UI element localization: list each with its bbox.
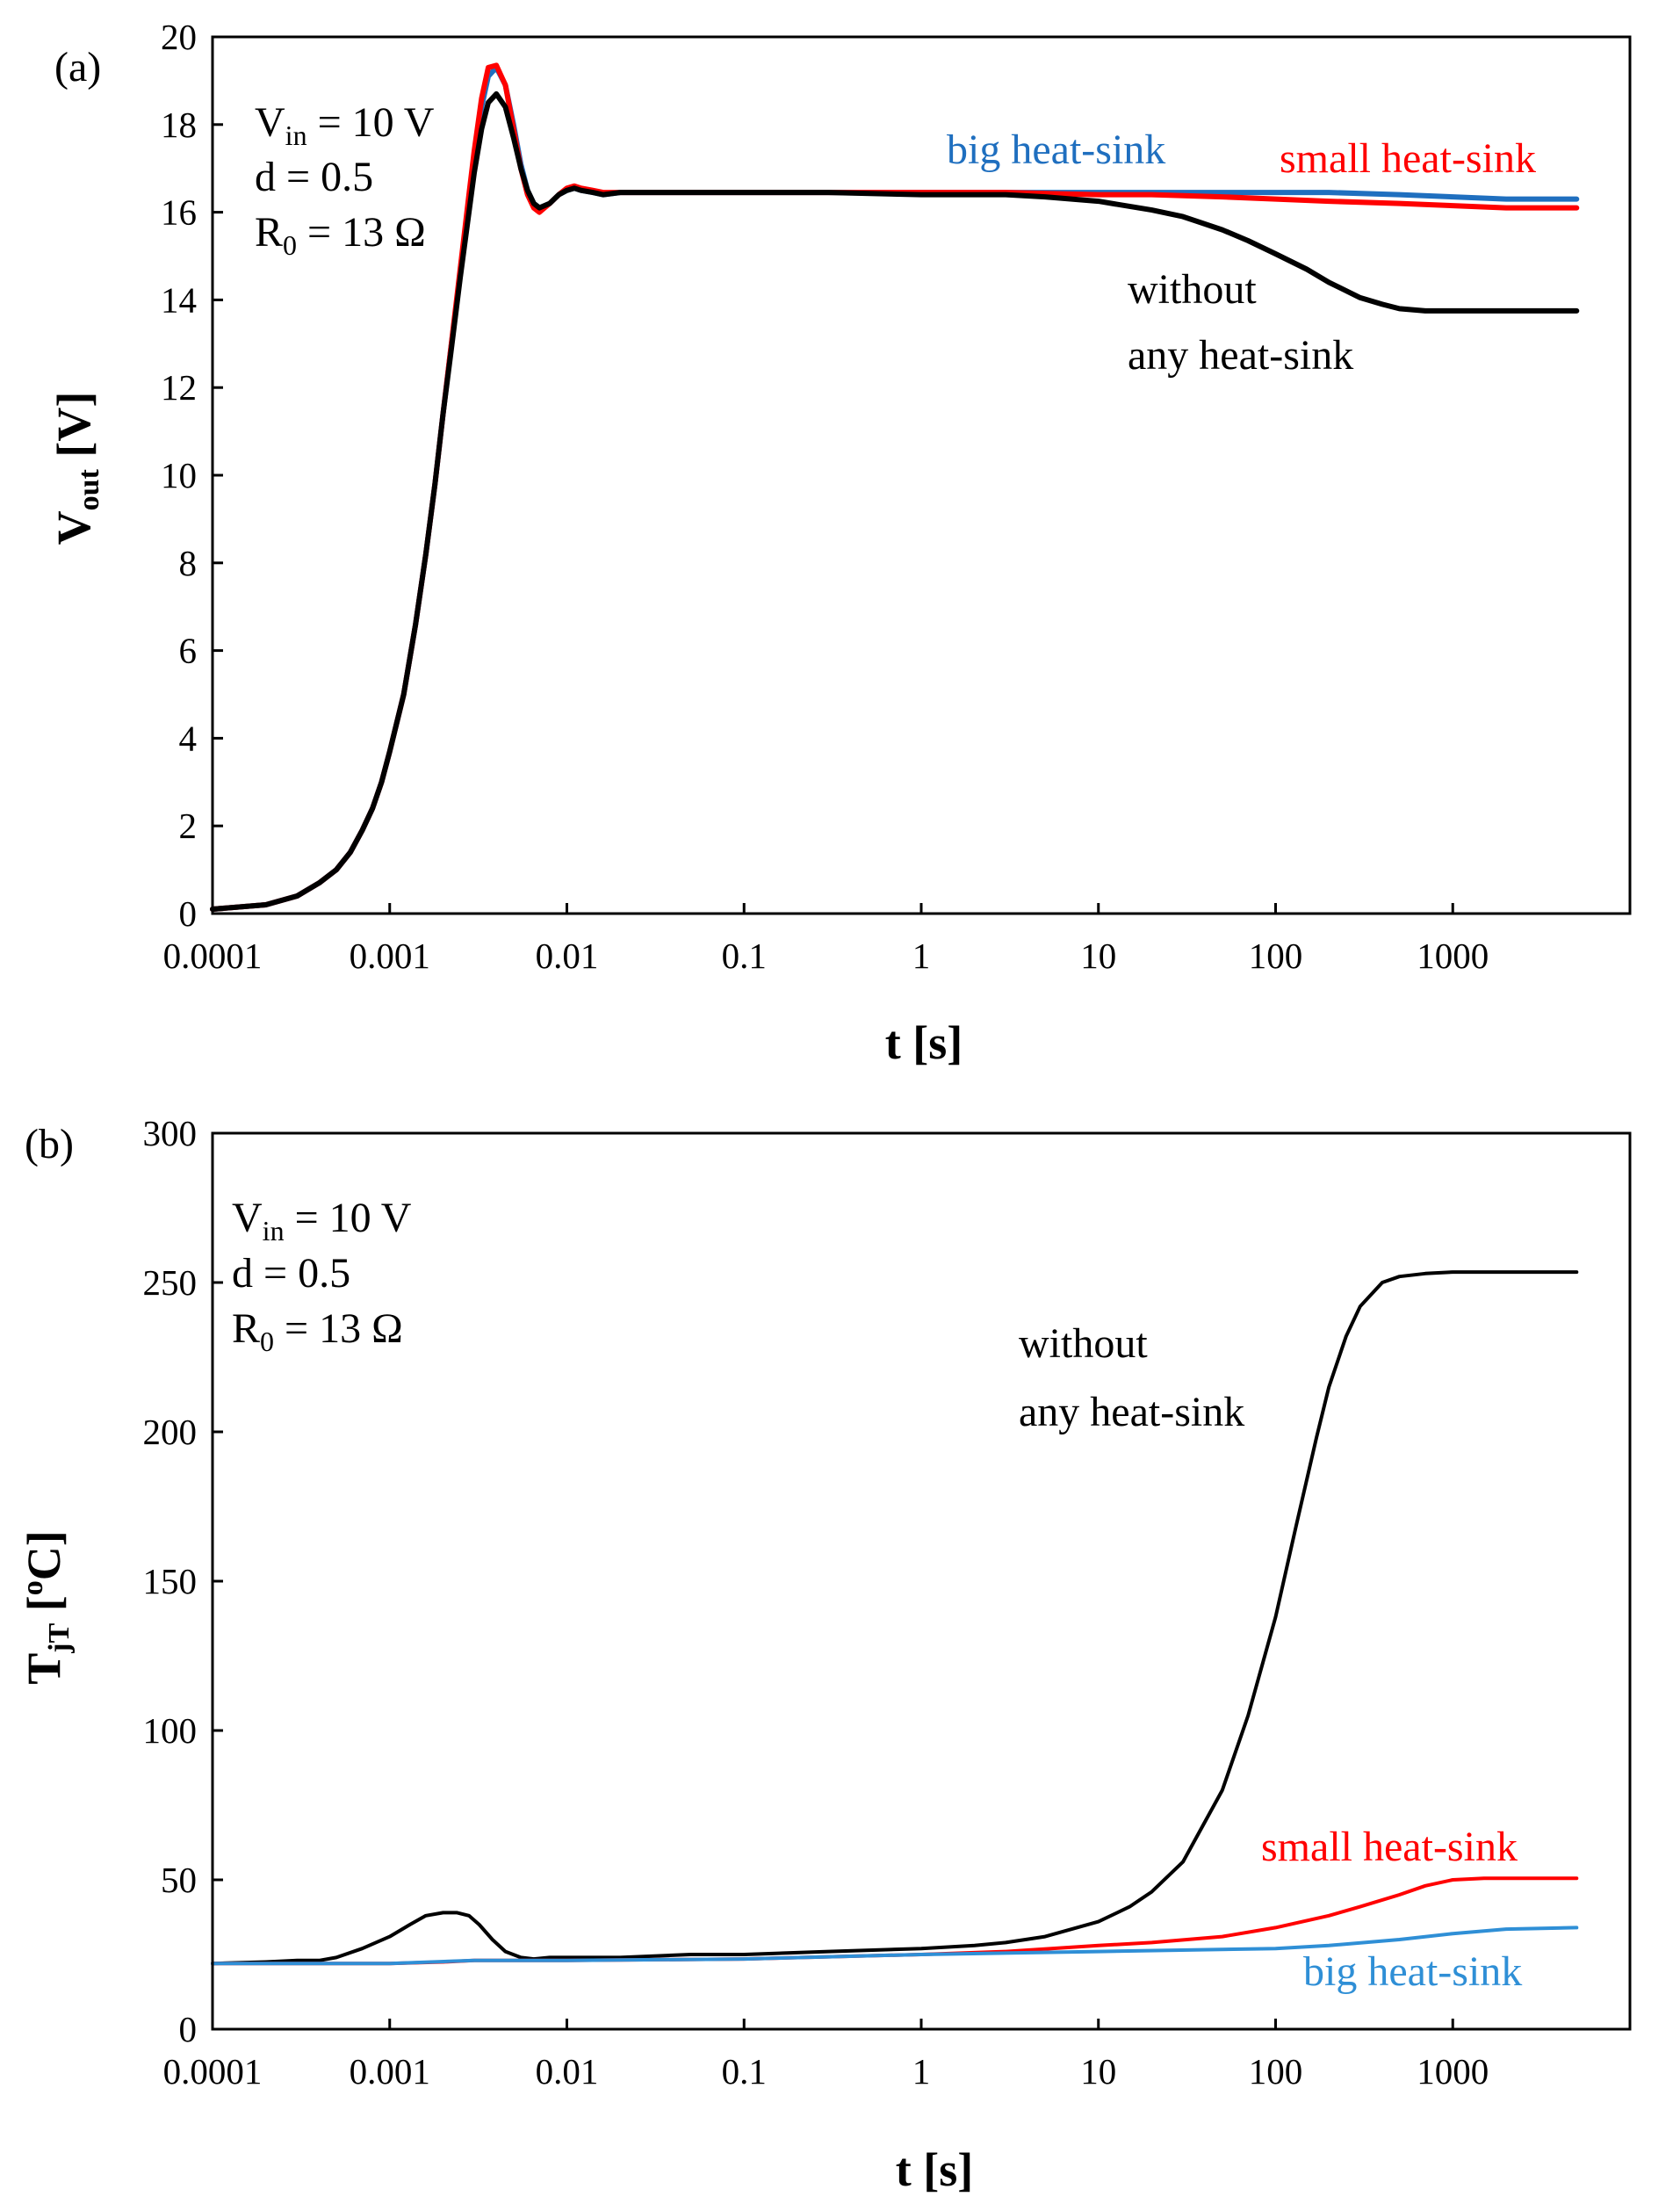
- panel-b-temperature-chart: (b) 0 50 100 150 200 250 300 0.0001 0.001 0.01 0.1…: [17, 1113, 1632, 2196]
- panel-b-x-axis-title: t [s]: [896, 2143, 973, 2196]
- panel-b-ytick-label: 0: [179, 2009, 198, 2049]
- panel-a-ytick-label: 14: [161, 279, 197, 320]
- panel-b-ytick-label: 150: [143, 1561, 198, 1601]
- panel-a-xtick-label: 10: [1080, 936, 1116, 976]
- panel-a-ytick-label: 4: [179, 718, 198, 758]
- panel-a-xtick-label: 1: [912, 936, 931, 976]
- panel-b-xtick-label: 0.01: [536, 2051, 599, 2092]
- panel-a-ylabel-main: V: [47, 510, 100, 545]
- panel-a-ytick-label: 12: [161, 367, 197, 408]
- panel-b-series-without-any-heat-sink: [211, 1270, 1579, 1966]
- panel-b-annotation-d: d = 0.5: [232, 1250, 350, 1297]
- panel-b-ylabel-sub: jT: [43, 1622, 76, 1653]
- panel-b-ylabel-rest2: C]: [18, 1530, 70, 1580]
- panel-a-x-axis-title: t [s]: [885, 1016, 963, 1069]
- panel-b-annotation: Vin = 10 V d = 0.5 R0 = 13 Ω: [232, 1195, 412, 1357]
- panel-b-xtick-label: 1000: [1417, 2051, 1489, 2092]
- panel-b-xtick-label: 1: [912, 2051, 931, 2092]
- panel-a-xtick-label: 0.01: [536, 936, 599, 976]
- panel-b-label-without-line2: any heat-sink: [1019, 1389, 1244, 1435]
- panel-a-series: [210, 62, 1580, 912]
- panel-a-ytick-label: 2: [179, 806, 198, 846]
- panel-a-ytick-label: 16: [161, 192, 197, 233]
- panel-a-plot-frame: [211, 35, 1632, 915]
- panel-a-label: (a): [54, 44, 101, 90]
- panel-b-y-axis-title: TjT [oC]: [17, 1530, 76, 1685]
- panel-b-plot-frame: [211, 1131, 1632, 2031]
- panel-b-ytick-label: 250: [143, 1262, 198, 1303]
- panel-a-label-without-line2: any heat-sink: [1128, 332, 1353, 379]
- panel-a-xtick-label: 0.001: [350, 936, 430, 976]
- panel-b-annotation-vin: Vin = 10 V: [232, 1195, 412, 1246]
- panel-a-xtick-label: 100: [1249, 936, 1303, 976]
- panel-b-xtick-label: 0.0001: [163, 2051, 263, 2092]
- panel-a-ytick-label: 10: [161, 455, 197, 495]
- panel-b-ylabel-sup: o: [17, 1580, 49, 1595]
- panel-b-ytick-label: 100: [143, 1710, 198, 1751]
- panel-a-xtick-label: 1000: [1417, 936, 1489, 976]
- panel-a-vout-chart: (a) 0 2 4 6 8 10 12 14 16 18 20 0.0001 0.001 0.01 0.1 1…: [47, 17, 1632, 1069]
- panel-b-xtick-label: 0.1: [722, 2051, 767, 2092]
- panel-b-label-big-heat-sink: big heat-sink: [1303, 1948, 1522, 1995]
- panel-a-y-axis-title: Vout [V]: [47, 392, 105, 546]
- panel-b-label: (b): [25, 1121, 74, 1167]
- panel-a-annotation-d: d = 0.5: [255, 154, 373, 200]
- panel-b-ticks: 0 50 100 150 200 250 300 0.0001 0.001 0.01 0.1 1 10 1…: [143, 1113, 1489, 2092]
- panel-a-annotation: Vin = 10 V d = 0.5 R0 = 13 Ω: [255, 99, 435, 261]
- panel-b-series: [211, 1270, 1579, 1966]
- panel-a-ytick-label: 8: [179, 543, 198, 583]
- panel-a-ytick-label: 0: [179, 893, 198, 934]
- panel-b-series-big-heat-sink: [211, 1926, 1579, 1966]
- panel-a-label-big-heat-sink: big heat-sink: [947, 126, 1165, 173]
- panel-a-ytick-label: 6: [179, 631, 198, 671]
- panel-b-ytick-label: 50: [161, 1860, 197, 1900]
- panel-a-label-small-heat-sink: small heat-sink: [1280, 135, 1536, 182]
- panel-b-ytick-label: 200: [143, 1412, 198, 1452]
- panel-b-xtick-label: 10: [1080, 2051, 1116, 2092]
- panel-a-xtick-label: 0.0001: [163, 936, 263, 976]
- panel-a-ylabel-rest: [V]: [47, 392, 100, 469]
- panel-a-annotation-vin: Vin = 10 V: [255, 99, 435, 151]
- panel-a-xtick-label: 0.1: [722, 936, 767, 976]
- panel-b-ytick-label: 300: [143, 1113, 198, 1153]
- panel-a-ticks: 0 2 4 6 8 10 12 14 16 18 20 0.0001 0.001 0.01 0.1 1 10 10…: [161, 17, 1489, 976]
- panel-b-label-without-line1: without: [1019, 1320, 1148, 1367]
- panel-b-ylabel-rest: [: [18, 1595, 70, 1622]
- panel-b-xtick-label: 0.001: [350, 2051, 430, 2092]
- panel-a-annotation-r0: R0 = 13 Ω: [255, 209, 426, 261]
- panel-a-ytick-label: 18: [161, 105, 197, 145]
- panel-a-series-without-any-heat-sink: [210, 90, 1580, 912]
- panel-a-ylabel-sub: out: [73, 468, 105, 510]
- svg-text:Vout [V]: Vout [V]: [47, 392, 105, 546]
- panel-b-label-small-heat-sink: small heat-sink: [1261, 1824, 1518, 1870]
- panel-a-ytick-label: 20: [161, 17, 197, 57]
- panel-b-xtick-label: 100: [1249, 2051, 1303, 2092]
- panel-a-label-without-line1: without: [1128, 266, 1257, 313]
- panel-b-ylabel-main: T: [18, 1653, 70, 1685]
- svg-text:TjT [oC]: TjT [oC]: [17, 1530, 76, 1685]
- panel-b-annotation-r0: R0 = 13 Ω: [232, 1305, 403, 1357]
